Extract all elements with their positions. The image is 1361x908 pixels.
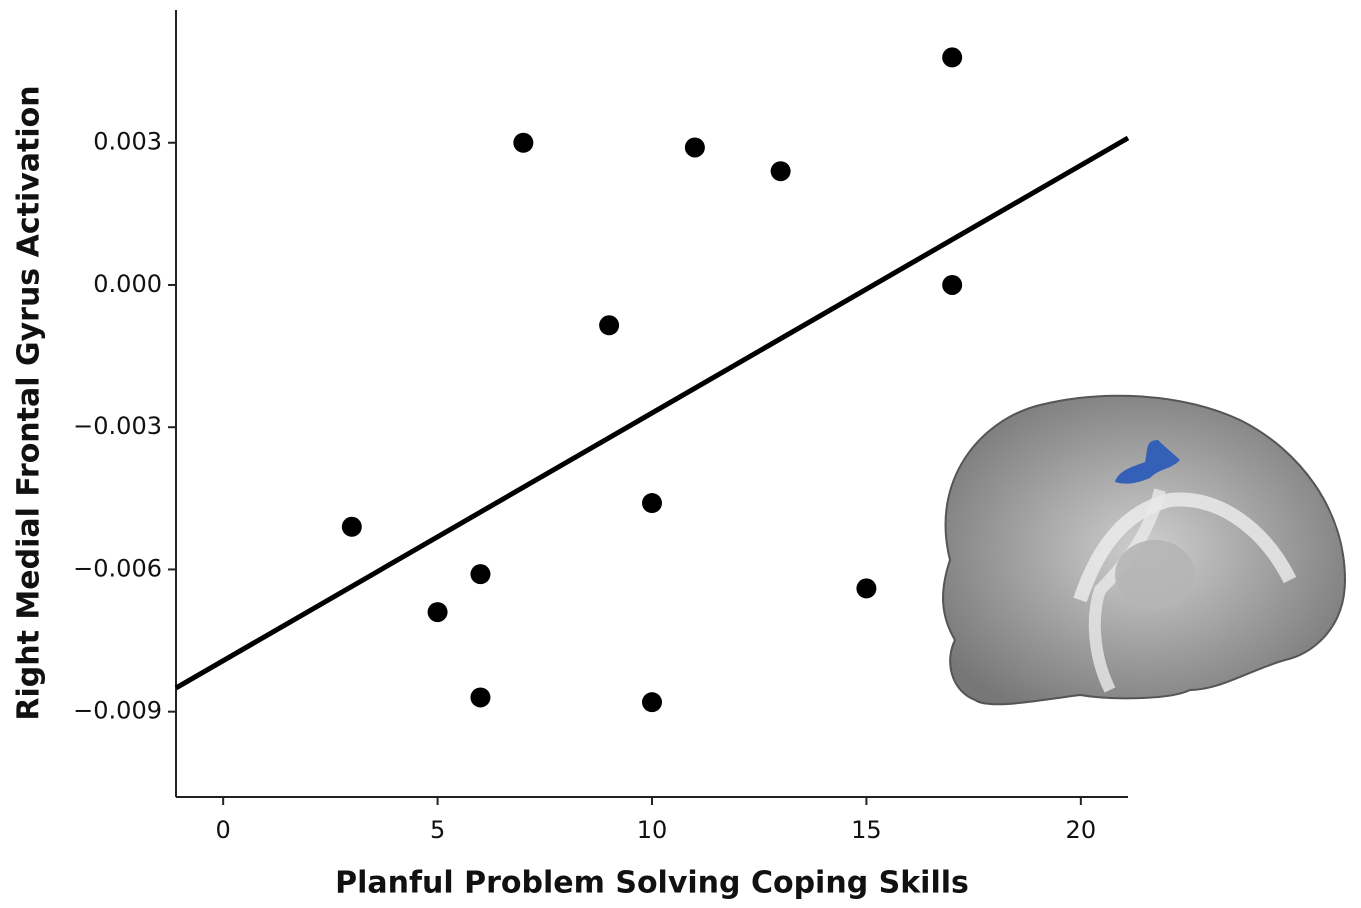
point [428,602,448,622]
chart: Planful Problem Solving Coping Skills Ri… [0,0,1361,908]
point [342,517,362,537]
x-tick-label: 0 [216,816,231,844]
x-tick-label: 10 [637,816,668,844]
point [771,161,791,181]
point [513,133,533,153]
point [470,564,490,584]
point [599,315,619,335]
point [642,493,662,513]
point [470,687,490,707]
y-tick-label: 0.003 [93,128,162,156]
y-tick-label: −0.009 [73,697,162,725]
x-tick-label: 20 [1066,816,1097,844]
x-tick-label: 15 [851,816,882,844]
x-axis-title: Planful Problem Solving Coping Skills [335,866,969,901]
brain-inset [943,396,1345,705]
point [942,275,962,295]
x-tick-label: 5 [430,816,445,844]
point [642,692,662,712]
y-tick-label: 0.000 [93,270,162,298]
point [685,137,705,157]
y-axis-title: Right Medial Frontal Gyrus Activation [12,85,47,720]
point [856,578,876,598]
y-tick-label: −0.003 [73,412,162,440]
point [942,47,962,67]
y-tick-label: −0.006 [73,554,162,582]
